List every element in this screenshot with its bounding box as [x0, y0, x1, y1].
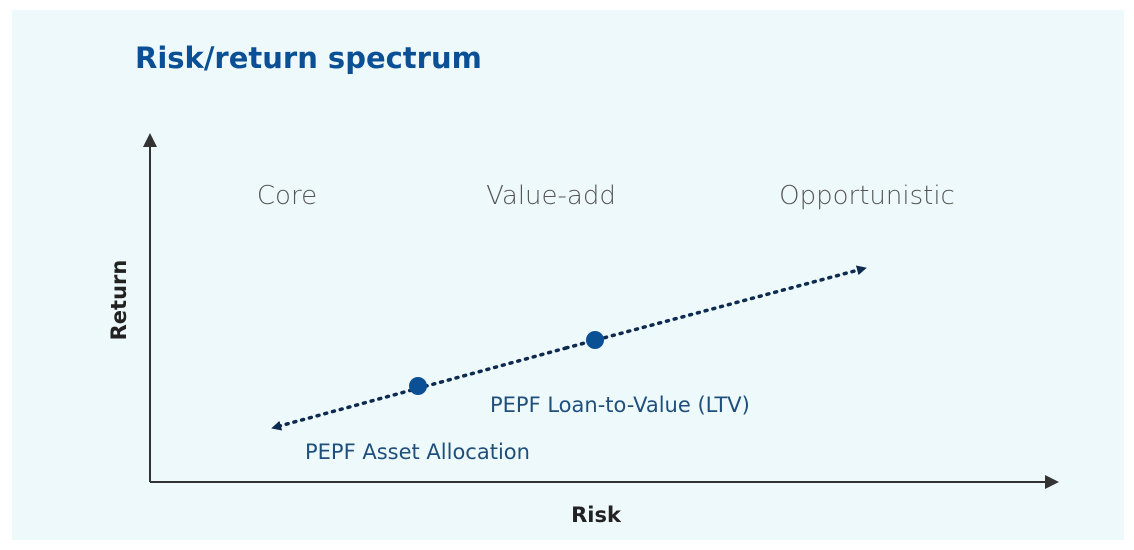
y-axis-label: Return	[107, 260, 131, 341]
point	[586, 331, 604, 349]
category-label: Value-add	[486, 181, 616, 211]
point	[409, 377, 427, 395]
category-label: Opportunistic	[779, 181, 955, 211]
category-label: Core	[257, 181, 317, 211]
panel	[12, 10, 1124, 540]
title: Risk/return spectrum	[135, 41, 482, 75]
spectrum-line	[564, 265, 867, 350]
x-axis-label: Risk	[571, 503, 622, 527]
point-label: PEPF Asset Allocation	[305, 440, 530, 464]
point-label: PEPF Loan-to-Value (LTV)	[490, 393, 750, 417]
